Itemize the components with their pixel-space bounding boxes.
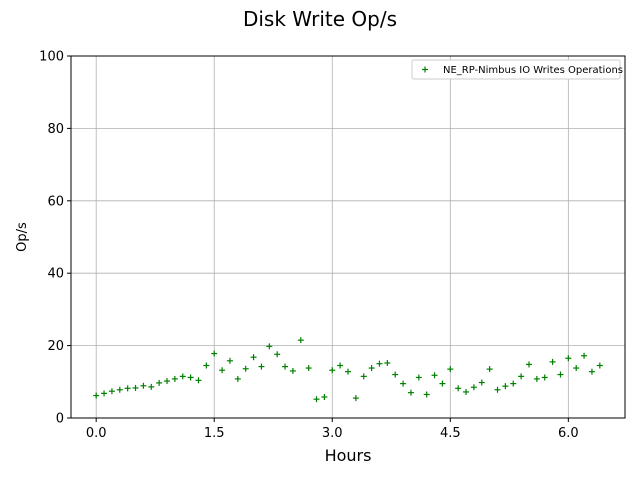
data-point <box>415 374 422 381</box>
data-point <box>588 368 595 375</box>
data-point <box>392 371 399 378</box>
data-point <box>384 359 391 366</box>
data-point <box>289 367 296 374</box>
data-point <box>258 363 265 370</box>
data-point <box>132 384 139 391</box>
data-point <box>447 366 454 373</box>
data-point <box>140 382 147 389</box>
legend: NE_RP-Nimbus IO Writes Operations <box>411 59 623 80</box>
data-point <box>203 362 210 369</box>
data-point <box>573 365 580 372</box>
legend-box <box>411 59 621 80</box>
data-point <box>494 386 501 393</box>
data-point <box>423 391 430 398</box>
data-point <box>226 357 233 364</box>
data-point <box>93 392 100 399</box>
data-point <box>549 358 556 365</box>
data-point <box>156 379 163 386</box>
data-point <box>518 373 525 380</box>
data-point <box>187 374 194 381</box>
gridlines <box>71 55 625 419</box>
data-point <box>502 383 509 390</box>
data-point <box>164 378 171 385</box>
data-point <box>345 368 351 375</box>
data-point <box>274 351 281 358</box>
y-tick-label: 80 <box>47 122 64 137</box>
data-point <box>211 350 218 357</box>
x-tick-label: 1.5 <box>204 426 225 441</box>
data-point <box>486 366 493 373</box>
data-point <box>581 352 588 359</box>
x-axis-label: Hours <box>325 446 372 465</box>
data-point <box>101 390 108 397</box>
y-tick-label: 60 <box>47 194 64 209</box>
x-axis: 0.0 1.5 3.0 4.5 6.0 <box>86 418 579 441</box>
data-point <box>541 374 548 381</box>
data-point <box>455 385 462 392</box>
legend-marker <box>422 66 428 73</box>
data-point <box>439 380 446 387</box>
data-point <box>124 385 131 392</box>
data-point <box>116 386 123 393</box>
x-tick-label: 6.0 <box>558 426 579 441</box>
x-tick-label: 3.0 <box>322 426 343 441</box>
data-point <box>463 388 470 395</box>
data-point <box>305 365 312 372</box>
data-point <box>565 355 572 362</box>
data-point <box>407 389 414 396</box>
data-point <box>171 375 178 382</box>
data-point <box>510 380 517 387</box>
data-point <box>313 396 320 403</box>
data-point <box>282 363 289 370</box>
y-tick-label: 0 <box>56 412 64 427</box>
plot-area <box>70 55 626 419</box>
data-point <box>297 337 304 344</box>
x-tick-label: 0.0 <box>86 426 107 441</box>
data-point <box>557 371 564 378</box>
y-tick-label: 100 <box>39 50 64 65</box>
data-point <box>148 383 155 390</box>
data-point <box>470 384 477 391</box>
legend-entry: NE_RP-Nimbus IO Writes Operations <box>443 65 623 76</box>
data-point <box>337 362 344 369</box>
data-point <box>234 375 241 382</box>
y-axis-label: Op/s <box>15 222 30 252</box>
y-tick-label: 40 <box>47 267 64 282</box>
data-point <box>533 375 540 382</box>
data-point <box>219 367 226 374</box>
data-point <box>360 373 367 380</box>
data-point <box>321 394 328 401</box>
data-point <box>400 380 407 387</box>
data-point <box>431 372 438 379</box>
data-point <box>525 361 532 368</box>
data-series <box>93 337 603 403</box>
data-point <box>329 367 336 374</box>
chart-title: Disk Write Op/s <box>243 7 397 31</box>
data-point <box>108 388 115 395</box>
data-point <box>179 373 186 380</box>
data-point <box>352 395 359 402</box>
data-point <box>596 362 603 369</box>
y-axis: 0 20 40 60 80 100 <box>39 50 71 427</box>
data-point <box>478 379 485 386</box>
data-point <box>368 365 375 372</box>
data-point <box>250 354 257 361</box>
data-point <box>266 343 273 350</box>
data-point <box>376 360 383 367</box>
data-point <box>242 365 249 372</box>
y-tick-label: 20 <box>47 339 64 354</box>
data-point <box>195 377 202 384</box>
x-tick-label: 4.5 <box>440 426 461 441</box>
